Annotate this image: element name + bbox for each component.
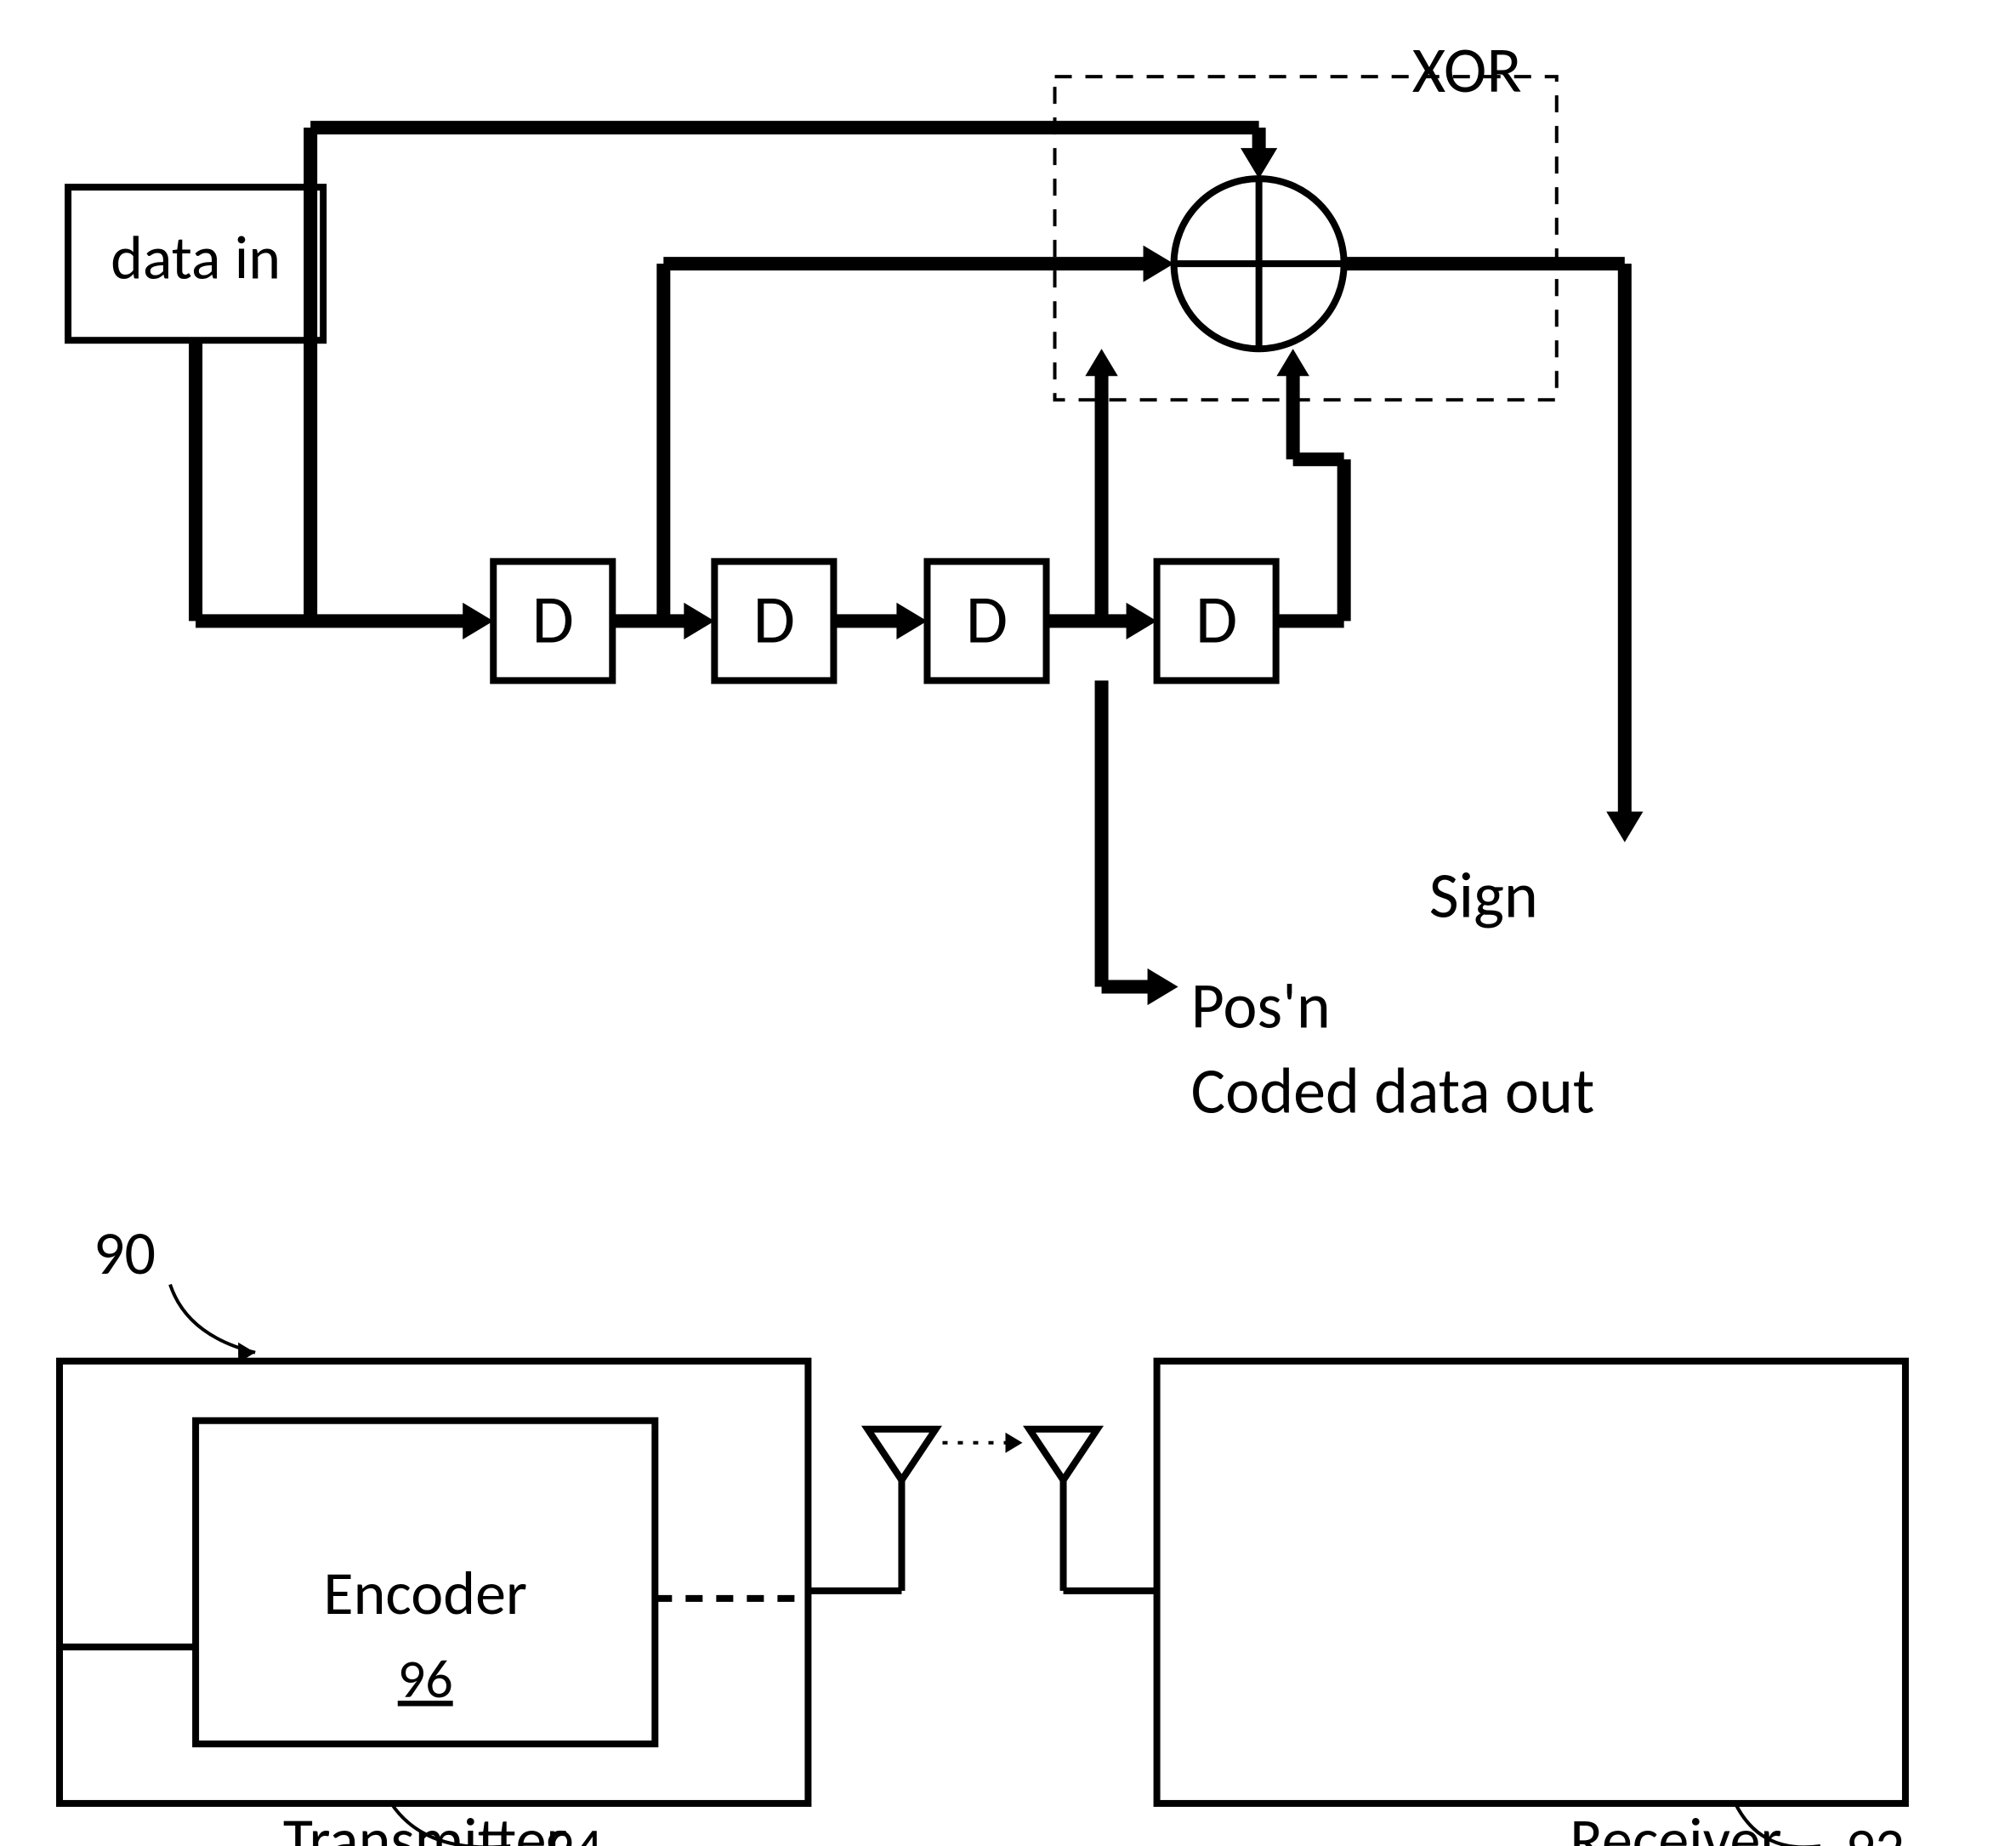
encoder-ref: 96 — [398, 1646, 453, 1713]
delay-label-1: D — [753, 578, 795, 661]
xor-label: XOR — [1412, 31, 1522, 110]
coded-out-label: Coded data out — [1191, 1053, 1595, 1131]
encoder-label: Encoder — [323, 1556, 527, 1631]
data-in-label: data in — [111, 220, 281, 295]
diagram-root: data in D D D D XOR Sign Pos'nCoded data out 90 E… — [0, 0, 2016, 1846]
transmitter-label: Transmitter — [283, 1803, 568, 1846]
delay-label-0: D — [532, 578, 574, 661]
transmitter-ref: 94 — [544, 1814, 603, 1846]
delay-label-2: D — [966, 578, 1008, 661]
delay-label-3: D — [1195, 578, 1237, 661]
posn-label: Pos'n — [1191, 968, 1331, 1046]
sign-label: Sign — [1429, 857, 1538, 935]
system-ref: 90 — [94, 1216, 156, 1291]
receiver-ref: 92 — [1846, 1814, 1905, 1846]
